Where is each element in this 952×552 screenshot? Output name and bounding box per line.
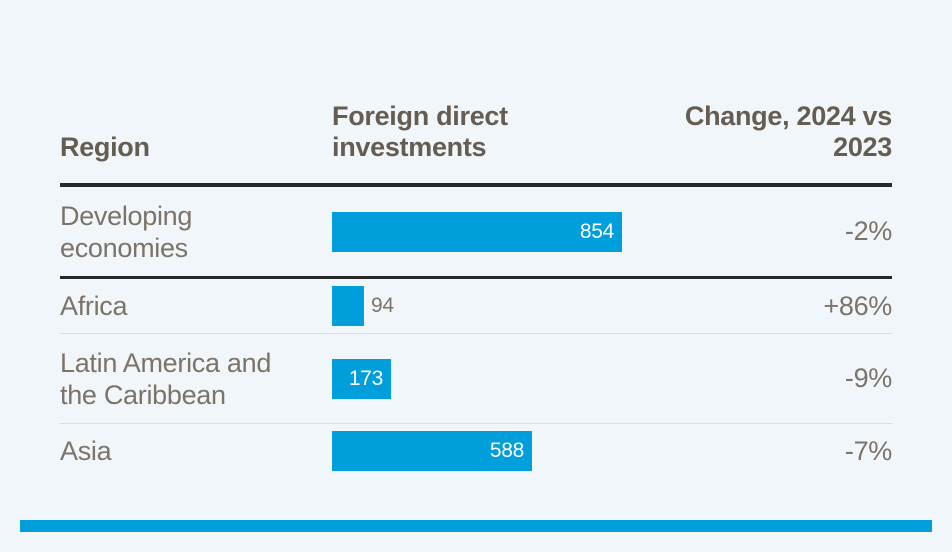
bar-cell: 94: [332, 286, 702, 326]
region-label: Africa: [60, 291, 128, 321]
region-label: Latin America and the Caribbean: [60, 347, 272, 410]
column-header-change: Change, 2024 vs 2023: [657, 101, 892, 183]
value-bar: 173: [332, 358, 391, 399]
change-value: -2%: [844, 216, 892, 246]
bar-value-inside: 173: [348, 366, 383, 390]
bar-value-inside: 588: [489, 439, 524, 462]
table-row: Africa 94 +86%: [60, 279, 892, 334]
bar-cell: 588: [332, 431, 702, 471]
bar-cell: 854: [332, 211, 702, 252]
footer-accent-bar: [20, 520, 932, 532]
value-bar: [332, 286, 364, 326]
change-value: -7%: [844, 435, 892, 466]
column-header-fdi: Foreign direct investments: [332, 101, 642, 183]
bar-value-outside: 94: [371, 294, 394, 317]
region-label: Asia: [60, 436, 112, 466]
column-header-region: Region: [60, 132, 150, 162]
column-header-change-label: Change, 2024 vs 2023: [684, 101, 892, 162]
bar-cell: 173: [332, 358, 702, 399]
change-value: +86%: [823, 290, 892, 321]
table-body: Developing economies 854 -2% Africa 94 +…: [60, 187, 892, 478]
table-header: Region Foreign direct investments Change…: [60, 88, 892, 187]
region-label: Developing economies: [60, 200, 193, 263]
value-bar: 588: [332, 431, 532, 471]
table-row: Latin America and the Caribbean 173 -9%: [60, 334, 892, 424]
table-row: Developing economies 854 -2%: [60, 187, 892, 279]
value-bar: 854: [332, 211, 622, 252]
bar-value-inside: 854: [579, 219, 614, 243]
change-value: -9%: [844, 363, 892, 393]
fdi-table: Region Foreign direct investments Change…: [60, 88, 892, 478]
table-row: Asia 588 -7%: [60, 424, 892, 478]
column-header-fdi-label: Foreign direct investments: [332, 101, 508, 162]
